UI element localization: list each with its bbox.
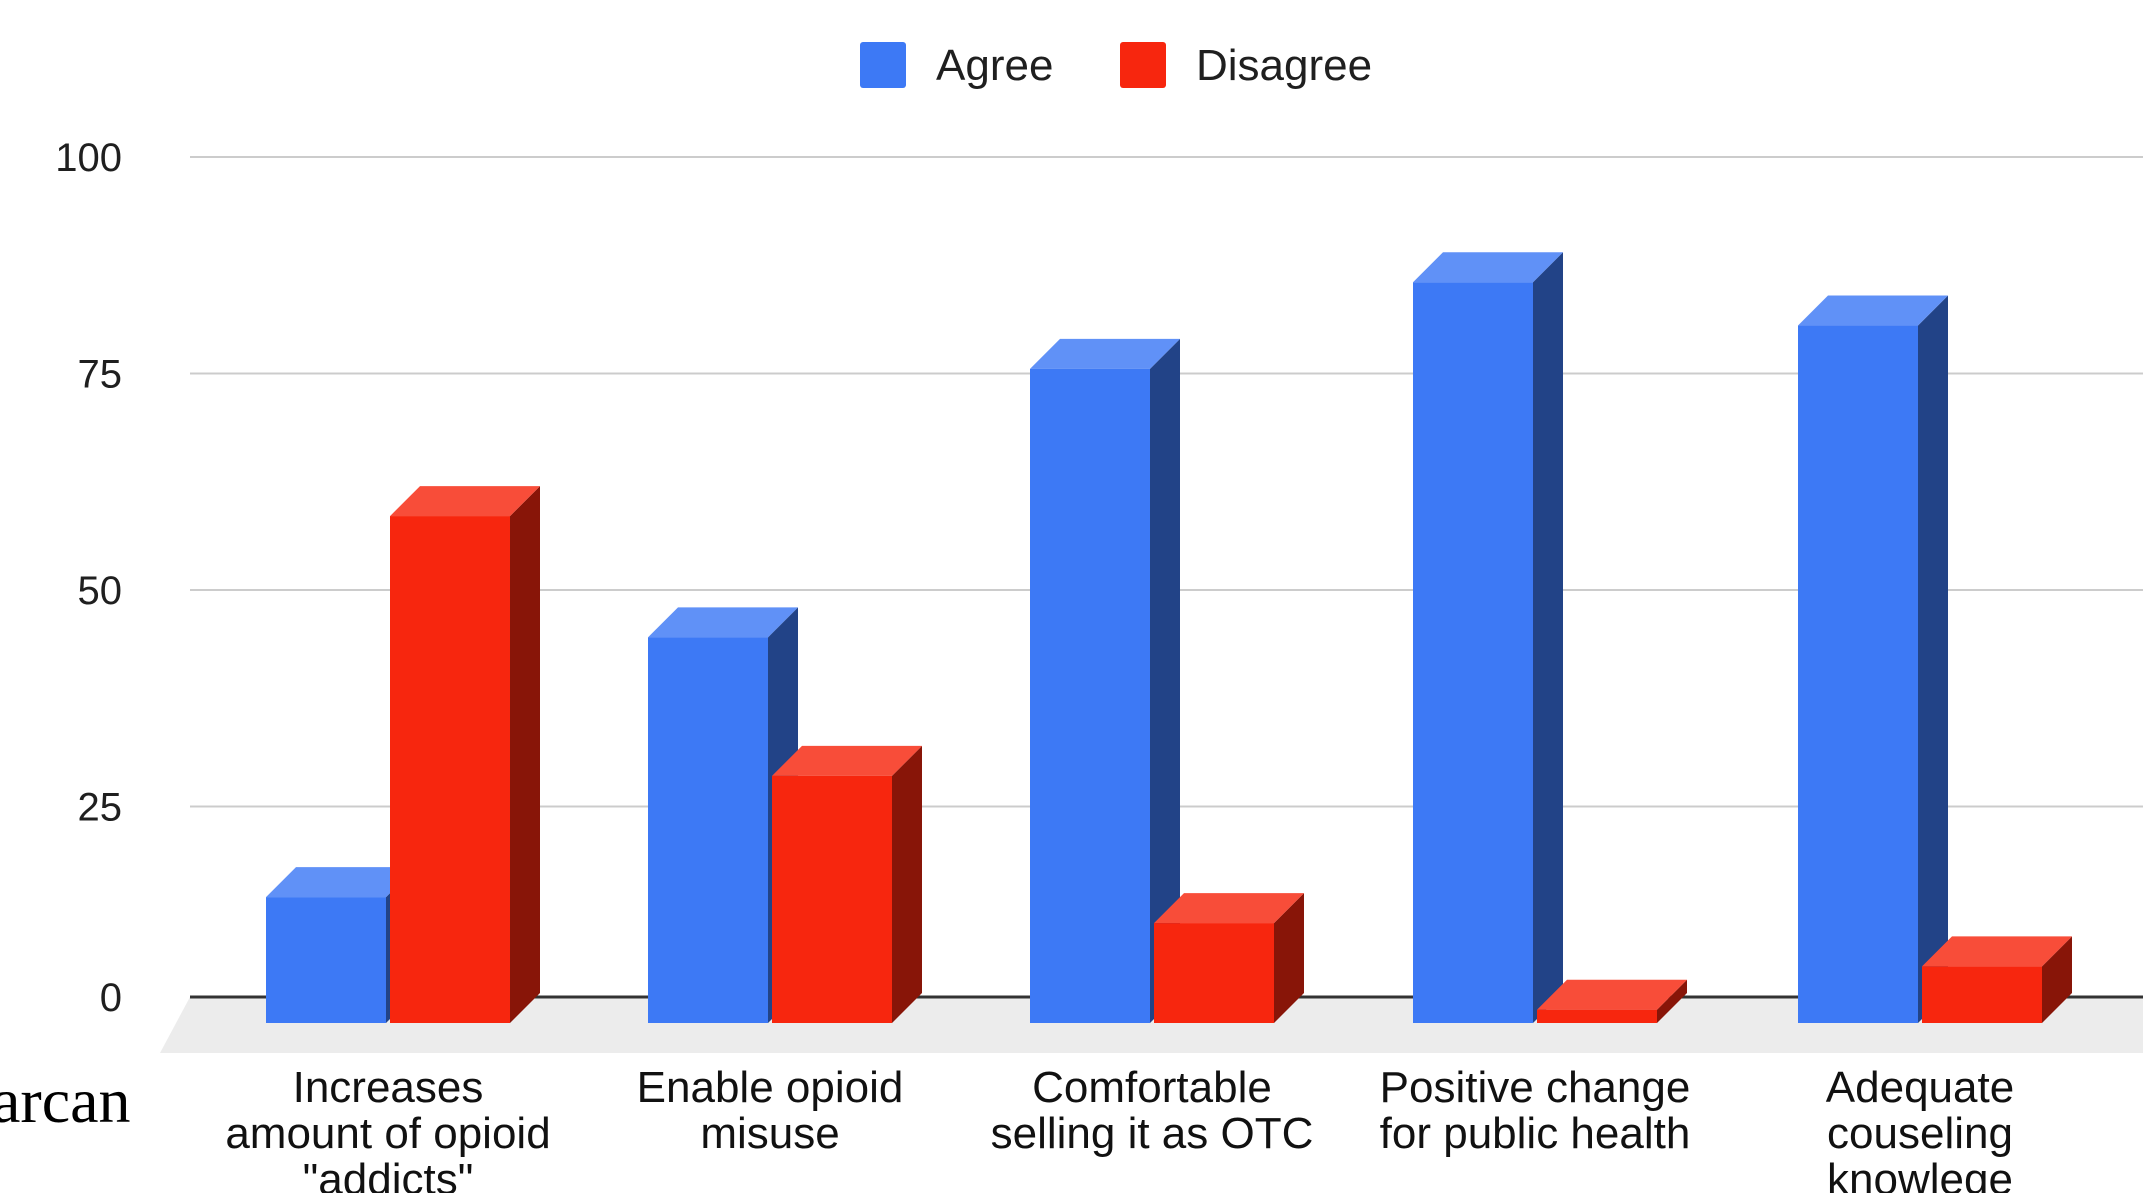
bar-front-face: [1798, 325, 1918, 1023]
bar-side-face: [1274, 893, 1304, 1023]
bar-side-face: [1657, 979, 1687, 1023]
x-tick-label-line: knowlege: [1827, 1155, 2013, 1193]
y-tick-label: 25: [78, 786, 123, 830]
x-tick-label: Adequate couseling knowlege: [1826, 1063, 2014, 1193]
x-tick-label-line: misuse: [700, 1109, 839, 1158]
x-tick-label-line: "addicts": [303, 1155, 474, 1193]
bar-agree: [266, 867, 416, 1023]
x-tick-label-line: Adequate: [1826, 1063, 2014, 1112]
x-tick-label: Enable opioid misuse: [637, 1063, 904, 1158]
bar-agree: [1030, 338, 1180, 1023]
legend-label: Agree: [936, 41, 1053, 90]
bar-side-face: [1918, 295, 1948, 1023]
bar-front-face: [1413, 282, 1533, 1023]
bar-disagree: [1537, 979, 1687, 1023]
bar-top-face: [1922, 936, 2072, 967]
bar-front-face: [1922, 966, 2042, 1023]
bar-top-face: [1413, 252, 1563, 283]
bar-side-face: [892, 745, 922, 1023]
bar-front-face: [390, 516, 510, 1023]
x-tick-label-line: amount of opioid: [225, 1109, 550, 1158]
bar-disagree: [772, 745, 922, 1023]
legend-swatch: [1120, 42, 1166, 88]
bar-agree: [1413, 252, 1563, 1023]
bars: [266, 252, 2072, 1024]
legend: Agree Disagree: [860, 41, 1372, 90]
bar-disagree: [1922, 936, 2072, 1023]
side-text: arcan: [0, 1065, 131, 1136]
bar-top-face: [1030, 338, 1180, 369]
bar-agree: [1798, 295, 1948, 1023]
bar-front-face: [772, 775, 892, 1023]
bar-front-face: [1030, 368, 1150, 1023]
bar-front-face: [648, 637, 768, 1023]
bar-top-face: [772, 745, 922, 776]
x-tick-label-line: for public health: [1380, 1109, 1691, 1158]
y-tick-label: 0: [100, 976, 122, 1020]
x-axis-labels: Increases amount of opioid "addicts" Enable…: [225, 1063, 2014, 1198]
bar-disagree: [1154, 893, 1304, 1023]
legend-swatch: [860, 42, 906, 88]
legend-label: Disagree: [1196, 41, 1372, 90]
x-tick-label-line: Increases: [293, 1063, 484, 1112]
bar-top-face: [390, 486, 540, 517]
bar-top-face: [266, 867, 416, 898]
bar-top-face: [648, 607, 798, 638]
bar-side-face: [2042, 936, 2072, 1023]
x-tick-label-line: couseling: [1827, 1109, 2013, 1158]
bar-side-face: [1533, 252, 1563, 1023]
x-tick-label-line: Enable opioid: [637, 1063, 904, 1112]
bar-disagree: [390, 486, 540, 1024]
bar-side-face: [1150, 338, 1180, 1023]
y-tick-label: 100: [55, 136, 122, 180]
x-tick-label-line: Positive change: [1380, 1063, 1691, 1112]
x-tick-label: Increases amount of opioid "addicts": [225, 1063, 550, 1193]
x-tick-label-line: selling it as OTC: [991, 1109, 1314, 1158]
y-axis-ticks: 0 25 50 75 100: [55, 136, 122, 1020]
bar-front-face: [1537, 1009, 1657, 1023]
bar-side-face: [510, 486, 540, 1024]
bar-front-face: [266, 897, 386, 1023]
bar-top-face: [1798, 295, 1948, 326]
bar-front-face: [1154, 923, 1274, 1023]
x-tick-label-line: Comfortable: [1032, 1063, 1272, 1112]
y-tick-label: 75: [78, 353, 123, 397]
bar-top-face: [1537, 979, 1687, 1010]
bar-top-face: [1154, 893, 1304, 924]
x-tick-label: Comfortable selling it as OTC: [991, 1063, 1314, 1158]
y-tick-label: 50: [78, 569, 123, 613]
x-tick-label: Positive change for public health: [1380, 1063, 1691, 1158]
